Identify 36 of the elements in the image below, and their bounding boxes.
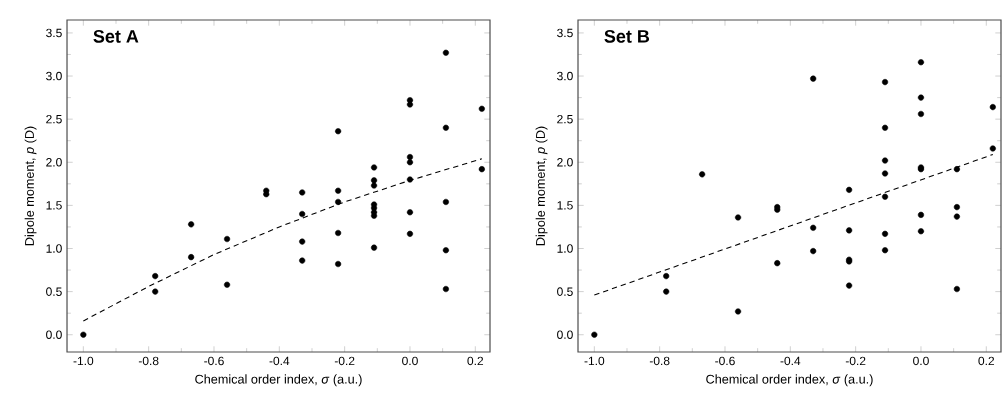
x-tick-label: -0.6: [204, 356, 224, 366]
chart-title: Set A: [93, 29, 139, 43]
y-tick-label: 1.0: [557, 244, 573, 253]
x-tick-label: -0.4: [780, 356, 801, 366]
y-tick-label: 0.0: [46, 330, 62, 339]
x-tick-label: 0.0: [402, 356, 418, 366]
x-axis-title: Chemical order index, σ (a.u.): [706, 374, 873, 387]
y-tick-label: 3.5: [46, 28, 62, 38]
y-tick-label: 0.5: [46, 287, 62, 296]
x-tick-label: 0.2: [978, 356, 995, 366]
y-axis-title: Dipole moment, p (D): [24, 126, 37, 246]
y-tick-label: 2.5: [557, 114, 573, 124]
y-axis-title: Dipole moment, p (D): [535, 126, 548, 246]
x-tick-label: 0.2: [467, 356, 484, 366]
y-tick-label: 1.5: [46, 201, 62, 210]
y-tick-label: 2.0: [46, 158, 62, 167]
x-axis-title: Chemical order index, σ (a.u.): [195, 374, 362, 387]
x-tick-label: -0.2: [845, 356, 866, 366]
y-tick-label: 1.5: [557, 201, 573, 210]
x-tick-label: -1.0: [584, 356, 605, 366]
x-tick-label: -0.8: [138, 356, 159, 366]
x-tick-label: -0.8: [649, 356, 670, 366]
y-tick-label: 0.5: [557, 287, 573, 296]
chart-title: Set B: [604, 29, 650, 43]
y-tick-label: 1.0: [46, 244, 62, 253]
x-tick-label: -0.6: [715, 356, 735, 366]
y-tick-label: 0.0: [557, 330, 573, 339]
x-tick-label: -0.2: [334, 356, 355, 366]
y-tick-label: 3.0: [557, 71, 573, 81]
y-tick-label: 3.5: [557, 28, 573, 38]
y-tick-label: 3.0: [46, 71, 62, 81]
x-tick-label: -0.4: [269, 356, 290, 366]
y-tick-label: 2.5: [46, 114, 62, 124]
x-tick-label: -1.0: [73, 356, 94, 366]
y-tick-label: 2.0: [557, 158, 573, 167]
x-tick-label: 0.0: [913, 356, 929, 366]
